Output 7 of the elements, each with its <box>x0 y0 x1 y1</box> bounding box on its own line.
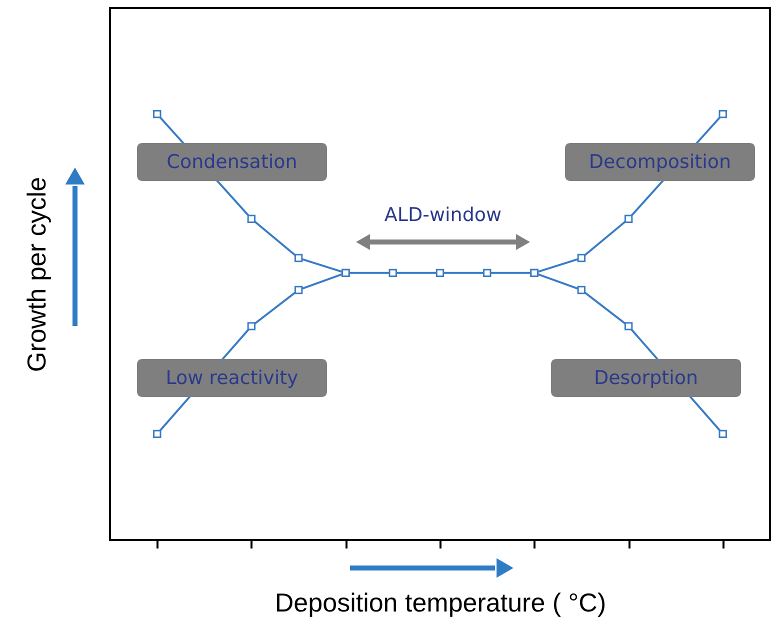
annotation: ALD-window <box>384 204 502 226</box>
annotation: Low reactivity <box>166 367 298 389</box>
annotation: Condensation <box>166 151 298 173</box>
x-axis-title: Deposition temperature ( °C) <box>274 588 606 618</box>
y-axis-title: Growth per cycle <box>22 176 52 372</box>
annotation: Decomposition <box>588 151 732 173</box>
annotation: Desorption <box>594 367 698 389</box>
